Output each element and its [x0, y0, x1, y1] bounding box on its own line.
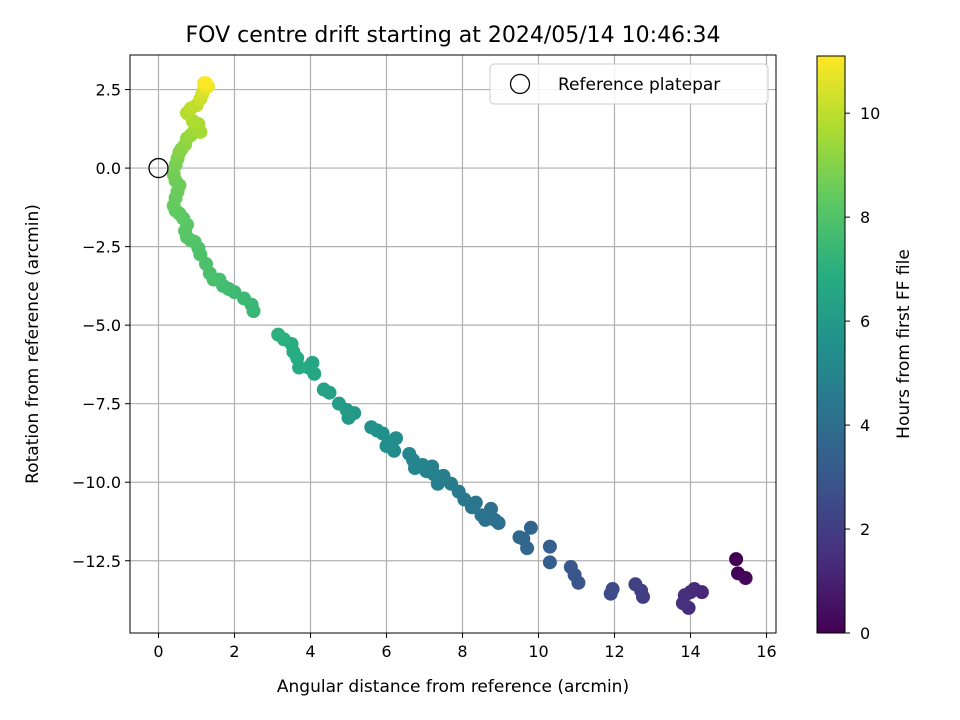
data-point	[332, 396, 346, 411]
y-tick-label: −10.0	[72, 473, 121, 492]
y-axis-ticks: 2.5 0.0 −2.5 −5.0 −7.5 −10.0 −12.5	[72, 81, 130, 571]
reference-platepar-marker	[148, 157, 169, 179]
x-tick-label: 2	[229, 642, 239, 661]
y-tick-label: −7.5	[82, 395, 121, 414]
grid	[130, 55, 776, 633]
data-point	[729, 552, 744, 567]
colorbar-tick-label: 0	[860, 624, 870, 643]
data-point	[402, 446, 417, 461]
colorbar-tick-label: 2	[860, 520, 870, 539]
data-point	[523, 520, 538, 535]
data-point	[512, 530, 527, 545]
y-axis-label: Rotation from reference (arcmin)	[23, 204, 43, 484]
data-point	[474, 508, 489, 523]
y-tick-label: 2.5	[96, 81, 121, 100]
colorbar-gradient	[816, 55, 846, 634]
x-tick-label: 6	[381, 642, 391, 661]
data-point	[379, 439, 394, 454]
data-point	[563, 560, 578, 575]
data-point	[542, 539, 557, 554]
chart-title: FOV centre drift starting at 2024/05/14 …	[186, 23, 721, 48]
x-tick-label: 14	[680, 642, 700, 661]
legend-box	[489, 63, 769, 105]
data-point	[364, 420, 379, 435]
data-point	[675, 596, 690, 611]
x-tick-label: 12	[604, 642, 624, 661]
colorbar-tick-label: 6	[860, 312, 870, 331]
x-tick-label: 0	[153, 642, 163, 661]
data-point	[542, 555, 557, 570]
scatter-points	[166, 76, 753, 615]
colorbar-tick-label: 4	[860, 416, 870, 435]
y-tick-label: −5.0	[82, 316, 121, 335]
plot-frame	[129, 54, 777, 634]
legend: Reference platepar	[489, 63, 769, 105]
legend-label: Reference platepar	[558, 75, 720, 95]
colorbar-tick-label: 10	[860, 104, 880, 123]
data-point	[316, 382, 331, 397]
y-tick-label: 0.0	[96, 159, 121, 178]
data-point	[271, 327, 286, 342]
legend-marker-icon	[509, 73, 531, 95]
colorbar-tick-label: 8	[860, 208, 870, 227]
x-tick-label: 4	[305, 642, 315, 661]
colorbar: 0 2 4 6 8 10 Hours from first FF file	[816, 55, 914, 643]
x-tick-label: 16	[756, 642, 776, 661]
x-tick-label: 10	[528, 642, 548, 661]
data-point	[199, 76, 213, 91]
y-tick-label: −2.5	[82, 238, 121, 257]
x-axis-label: Angular distance from reference (arcmin)	[277, 677, 629, 697]
x-axis-ticks: 0 2 4 6 8 10 12 14 16	[153, 633, 777, 661]
y-tick-label: −12.5	[72, 552, 121, 571]
x-tick-label: 8	[457, 642, 467, 661]
colorbar-label: Hours from first FF file	[894, 249, 914, 439]
data-point	[605, 582, 620, 597]
data-point	[628, 577, 643, 592]
data-point	[738, 571, 753, 586]
colorbar-ticks: 0 2 4 6 8 10	[845, 104, 880, 643]
